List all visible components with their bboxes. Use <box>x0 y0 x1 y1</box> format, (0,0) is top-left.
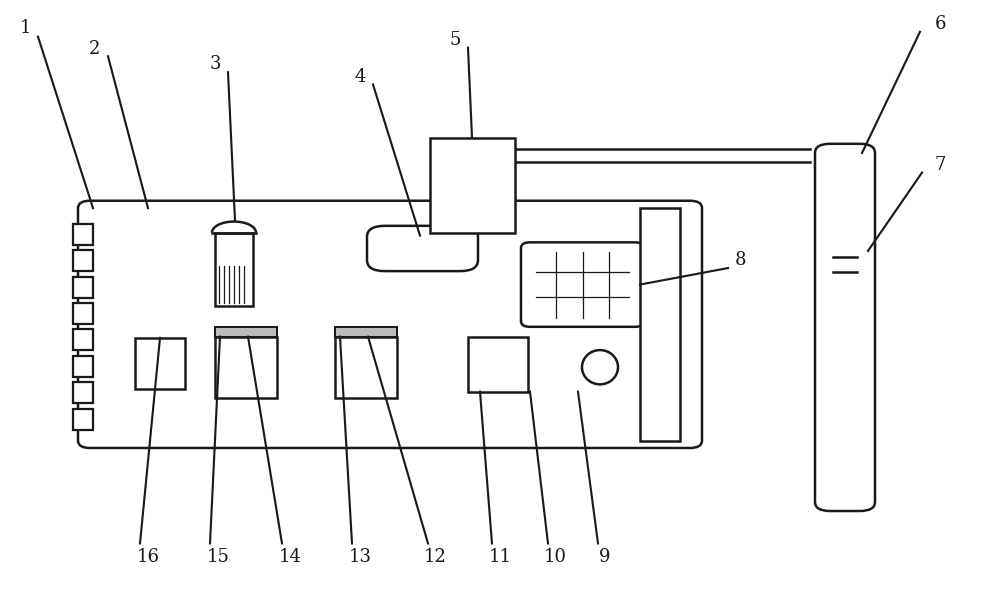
Bar <box>73 303 93 324</box>
Text: 7: 7 <box>934 156 946 174</box>
FancyBboxPatch shape <box>367 226 478 271</box>
Bar <box>73 382 93 403</box>
Bar <box>215 337 277 398</box>
Bar <box>73 224 93 245</box>
Bar <box>73 250 93 271</box>
Text: 1: 1 <box>19 18 31 37</box>
FancyBboxPatch shape <box>521 242 644 327</box>
Text: 15: 15 <box>207 548 229 566</box>
Text: 16: 16 <box>136 548 160 566</box>
FancyBboxPatch shape <box>78 201 702 448</box>
Text: 6: 6 <box>934 15 946 34</box>
Text: 5: 5 <box>449 31 461 49</box>
Bar <box>73 409 93 430</box>
Bar <box>335 327 397 337</box>
Text: 12: 12 <box>424 548 446 566</box>
Text: 13: 13 <box>349 548 372 566</box>
Text: 8: 8 <box>734 251 746 269</box>
Text: 9: 9 <box>599 548 611 566</box>
Ellipse shape <box>582 350 618 384</box>
Bar <box>640 208 680 441</box>
Bar <box>468 337 528 392</box>
Text: 14: 14 <box>279 548 301 566</box>
Bar <box>215 327 277 337</box>
Text: 10: 10 <box>544 548 566 566</box>
Text: 11: 11 <box>488 548 512 566</box>
Bar <box>335 337 397 398</box>
Text: 2: 2 <box>89 40 101 58</box>
Bar <box>215 233 253 306</box>
FancyBboxPatch shape <box>815 144 875 511</box>
Text: 3: 3 <box>209 55 221 73</box>
Bar <box>73 356 93 377</box>
Text: 4: 4 <box>354 67 366 86</box>
Bar <box>135 338 185 389</box>
Bar <box>73 277 93 297</box>
Bar <box>73 329 93 351</box>
Bar <box>430 138 515 233</box>
